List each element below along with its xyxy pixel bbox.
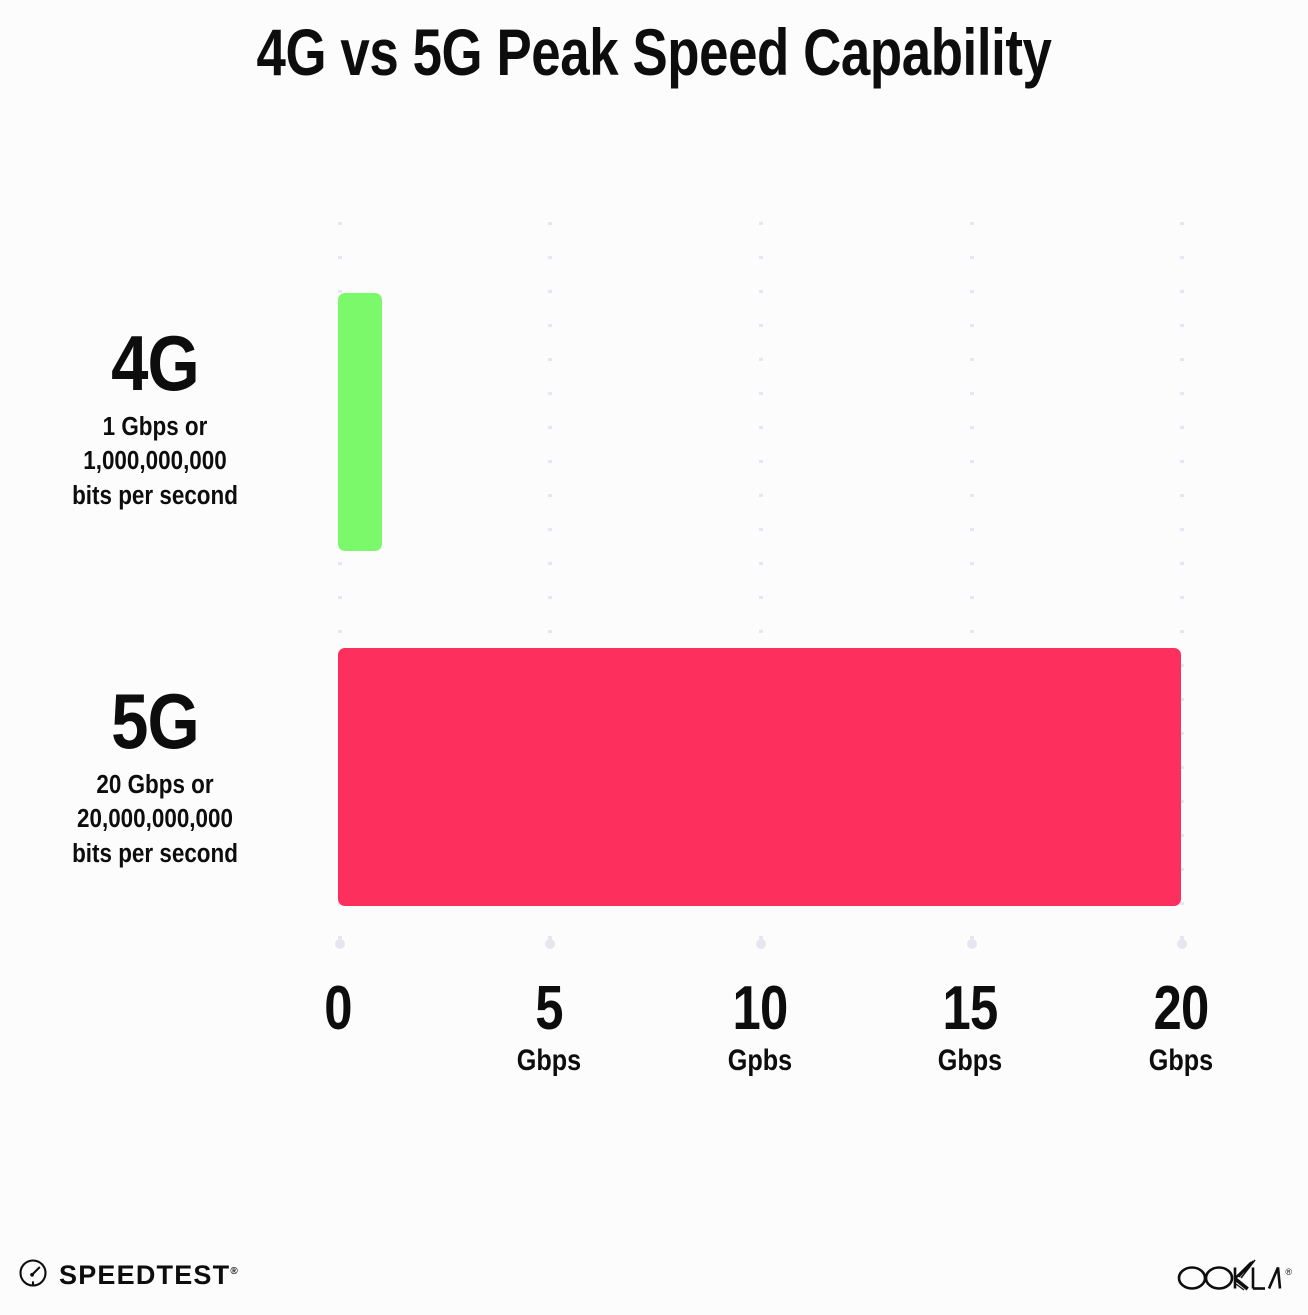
row-label-5g: 5G 20 Gbps or 20,000,000,000 bits per se… bbox=[25, 677, 285, 871]
gridline-end-dot bbox=[545, 939, 555, 949]
gridline-0 bbox=[335, 222, 345, 949]
axis-tick-0: 0 bbox=[258, 978, 418, 1046]
speedtest-wordmark: SPEEDTEST® bbox=[59, 1260, 238, 1291]
row-label-4g: 4G 1 Gbps or 1,000,000,000 bits per seco… bbox=[25, 319, 285, 513]
bar-4g bbox=[338, 293, 382, 551]
speedtest-wordmark-text: SPEEDTEST bbox=[59, 1260, 231, 1290]
axis-tick-20-value: 20 bbox=[1153, 974, 1210, 1043]
axis-tick-15-value: 15 bbox=[942, 974, 999, 1043]
ookla-wordmark bbox=[1177, 1256, 1285, 1297]
row-label-4g-bits: 1,000,000,000 bbox=[83, 447, 227, 476]
gridline-10 bbox=[756, 222, 766, 949]
gridline-20 bbox=[1177, 222, 1187, 949]
bar-5g bbox=[338, 648, 1181, 906]
speedtest-logo: SPEEDTEST® bbox=[18, 1258, 238, 1293]
gridline-end-dot bbox=[967, 939, 977, 949]
gridline-end-dot bbox=[756, 939, 766, 949]
axis-tick-0-value: 0 bbox=[324, 974, 352, 1043]
gridline-end-dot bbox=[1177, 939, 1187, 949]
row-label-5g-summary: 20 Gbps or bbox=[96, 770, 214, 799]
axis-tick-20: 20 Gbps bbox=[1101, 978, 1261, 1076]
axis-tick-20-unit: Gbps bbox=[1148, 1044, 1214, 1077]
axis-tick-10-value: 10 bbox=[732, 974, 789, 1043]
row-label-4g-generation: 4G bbox=[111, 319, 200, 407]
gridline-end-dot bbox=[335, 939, 345, 949]
axis-tick-10-unit: Gpbs bbox=[727, 1044, 793, 1077]
axis-tick-15: 15 Gbps bbox=[890, 978, 1050, 1076]
row-label-5g-bits: 20,000,000,000 bbox=[76, 805, 233, 834]
row-label-4g-summary: 1 Gbps or bbox=[102, 412, 208, 441]
axis-tick-5: 5 Gbps bbox=[469, 978, 629, 1076]
row-label-5g-unit: bits per second bbox=[72, 839, 238, 868]
gridline-5 bbox=[545, 222, 555, 949]
page-title: 4G vs 5G Peak Speed Capability bbox=[256, 15, 1052, 89]
axis-tick-10: 10 Gpbs bbox=[680, 978, 840, 1076]
gridline-15 bbox=[967, 222, 977, 949]
axis-tick-5-unit: Gbps bbox=[516, 1044, 582, 1077]
speedtest-registered-mark: ® bbox=[230, 1266, 238, 1277]
axis-tick-15-unit: Gbps bbox=[937, 1044, 1003, 1077]
ookla-registered-mark: ® bbox=[1285, 1267, 1292, 1277]
ookla-logo: ® bbox=[1177, 1256, 1292, 1297]
row-label-5g-generation: 5G bbox=[111, 677, 200, 765]
axis-tick-5-value: 5 bbox=[535, 974, 563, 1043]
row-label-4g-unit: bits per second bbox=[72, 481, 238, 510]
speedometer-icon bbox=[18, 1258, 48, 1293]
